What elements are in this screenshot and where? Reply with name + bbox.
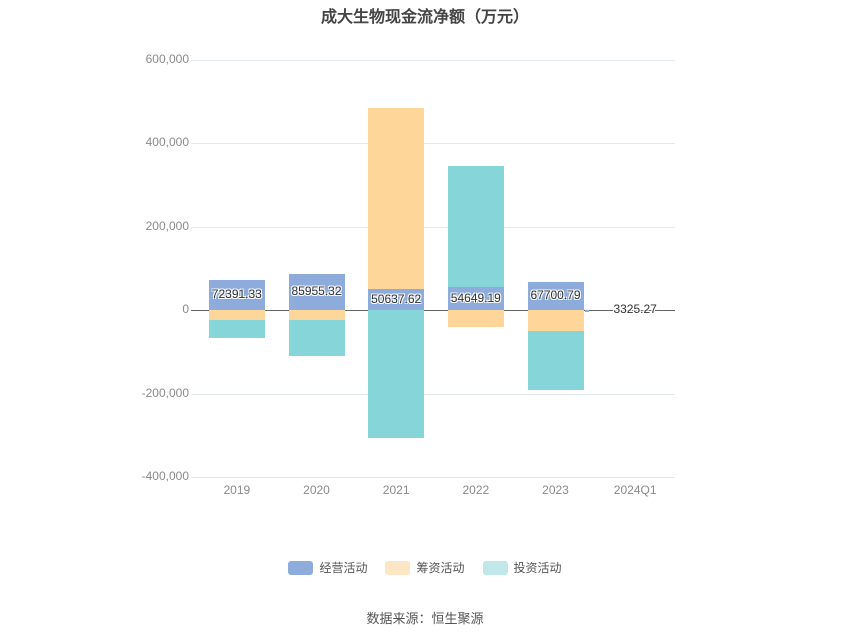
bar-segment[interactable] <box>368 289 425 311</box>
y-axis-tick-label: -200,000 <box>141 386 189 400</box>
x-axis-tick-label: 2022 <box>462 483 490 497</box>
bar-value-label: 50637.62 <box>371 291 422 306</box>
y-axis-tick-label: 600,000 <box>145 52 189 66</box>
gridline <box>197 60 675 61</box>
legend-swatch-icon <box>288 560 314 575</box>
bar-segment[interactable] <box>527 331 584 390</box>
legend-item[interactable]: 经营活动 <box>288 559 367 576</box>
y-axis-tick-label: -400,000 <box>141 469 189 483</box>
y-axis-tick-label: 0 <box>182 302 189 316</box>
bar-segment[interactable] <box>527 281 584 311</box>
zero-axis-line <box>197 310 675 311</box>
bar-segment[interactable] <box>288 274 345 311</box>
bar-segment[interactable] <box>527 310 584 332</box>
chart-legend: 经营活动 筹资活动 投资活动 <box>0 559 850 576</box>
bar-segment[interactable] <box>208 320 265 339</box>
gridline <box>197 477 675 478</box>
bar-segment[interactable] <box>447 310 504 328</box>
legend-item[interactable]: 筹资活动 <box>385 559 465 576</box>
chart-title: 成大生物现金流净额（万元） <box>320 7 529 26</box>
ytick-mark <box>191 143 197 144</box>
bar-segment[interactable] <box>368 107 425 290</box>
bar-segment[interactable] <box>288 310 345 321</box>
legend-label: 筹资活动 <box>416 561 465 575</box>
legend-swatch-icon <box>482 560 508 575</box>
ytick-mark <box>191 227 197 228</box>
bar-value-label: 72391.33 <box>211 287 262 302</box>
y-axis-tick-label: 200,000 <box>145 219 189 233</box>
x-axis-tick-label: 2020 <box>303 483 330 497</box>
bar-segment[interactable] <box>447 287 504 311</box>
gridline <box>197 394 675 395</box>
x-axis-tick-label: 2024Q1 <box>613 483 657 497</box>
bar-value-label: 54649.19 <box>450 290 501 305</box>
ytick-mark <box>191 60 197 61</box>
ytick-mark <box>191 310 197 311</box>
bar-segment[interactable] <box>447 166 504 288</box>
legend-item[interactable]: 投资活动 <box>482 559 562 576</box>
y-axis-tick-label: 400,000 <box>145 135 189 149</box>
bar-segment[interactable] <box>368 310 425 438</box>
bar-segment[interactable] <box>208 280 265 311</box>
x-axis-tick-label: 2021 <box>382 483 410 497</box>
bar-value-label: 67700.79 <box>530 288 581 303</box>
legend-label: 经营活动 <box>319 561 368 575</box>
x-axis-tick-label: 2019 <box>223 483 251 497</box>
x-axis-tick-label: 2023 <box>542 483 569 497</box>
bar-segment[interactable] <box>585 310 590 312</box>
legend-swatch-icon <box>385 560 411 575</box>
data-source-note: 数据来源：恒生聚源 <box>366 612 484 627</box>
ytick-mark <box>191 394 197 395</box>
bar-value-label: 3325.27 <box>613 302 657 317</box>
gridline <box>197 227 675 228</box>
gridline <box>197 143 675 144</box>
bar-value-label: 85955.32 <box>291 284 342 299</box>
legend-label: 投资活动 <box>513 561 562 575</box>
ytick-mark <box>191 477 197 478</box>
bar-segment[interactable] <box>208 310 265 321</box>
bar-segment[interactable] <box>288 320 345 357</box>
